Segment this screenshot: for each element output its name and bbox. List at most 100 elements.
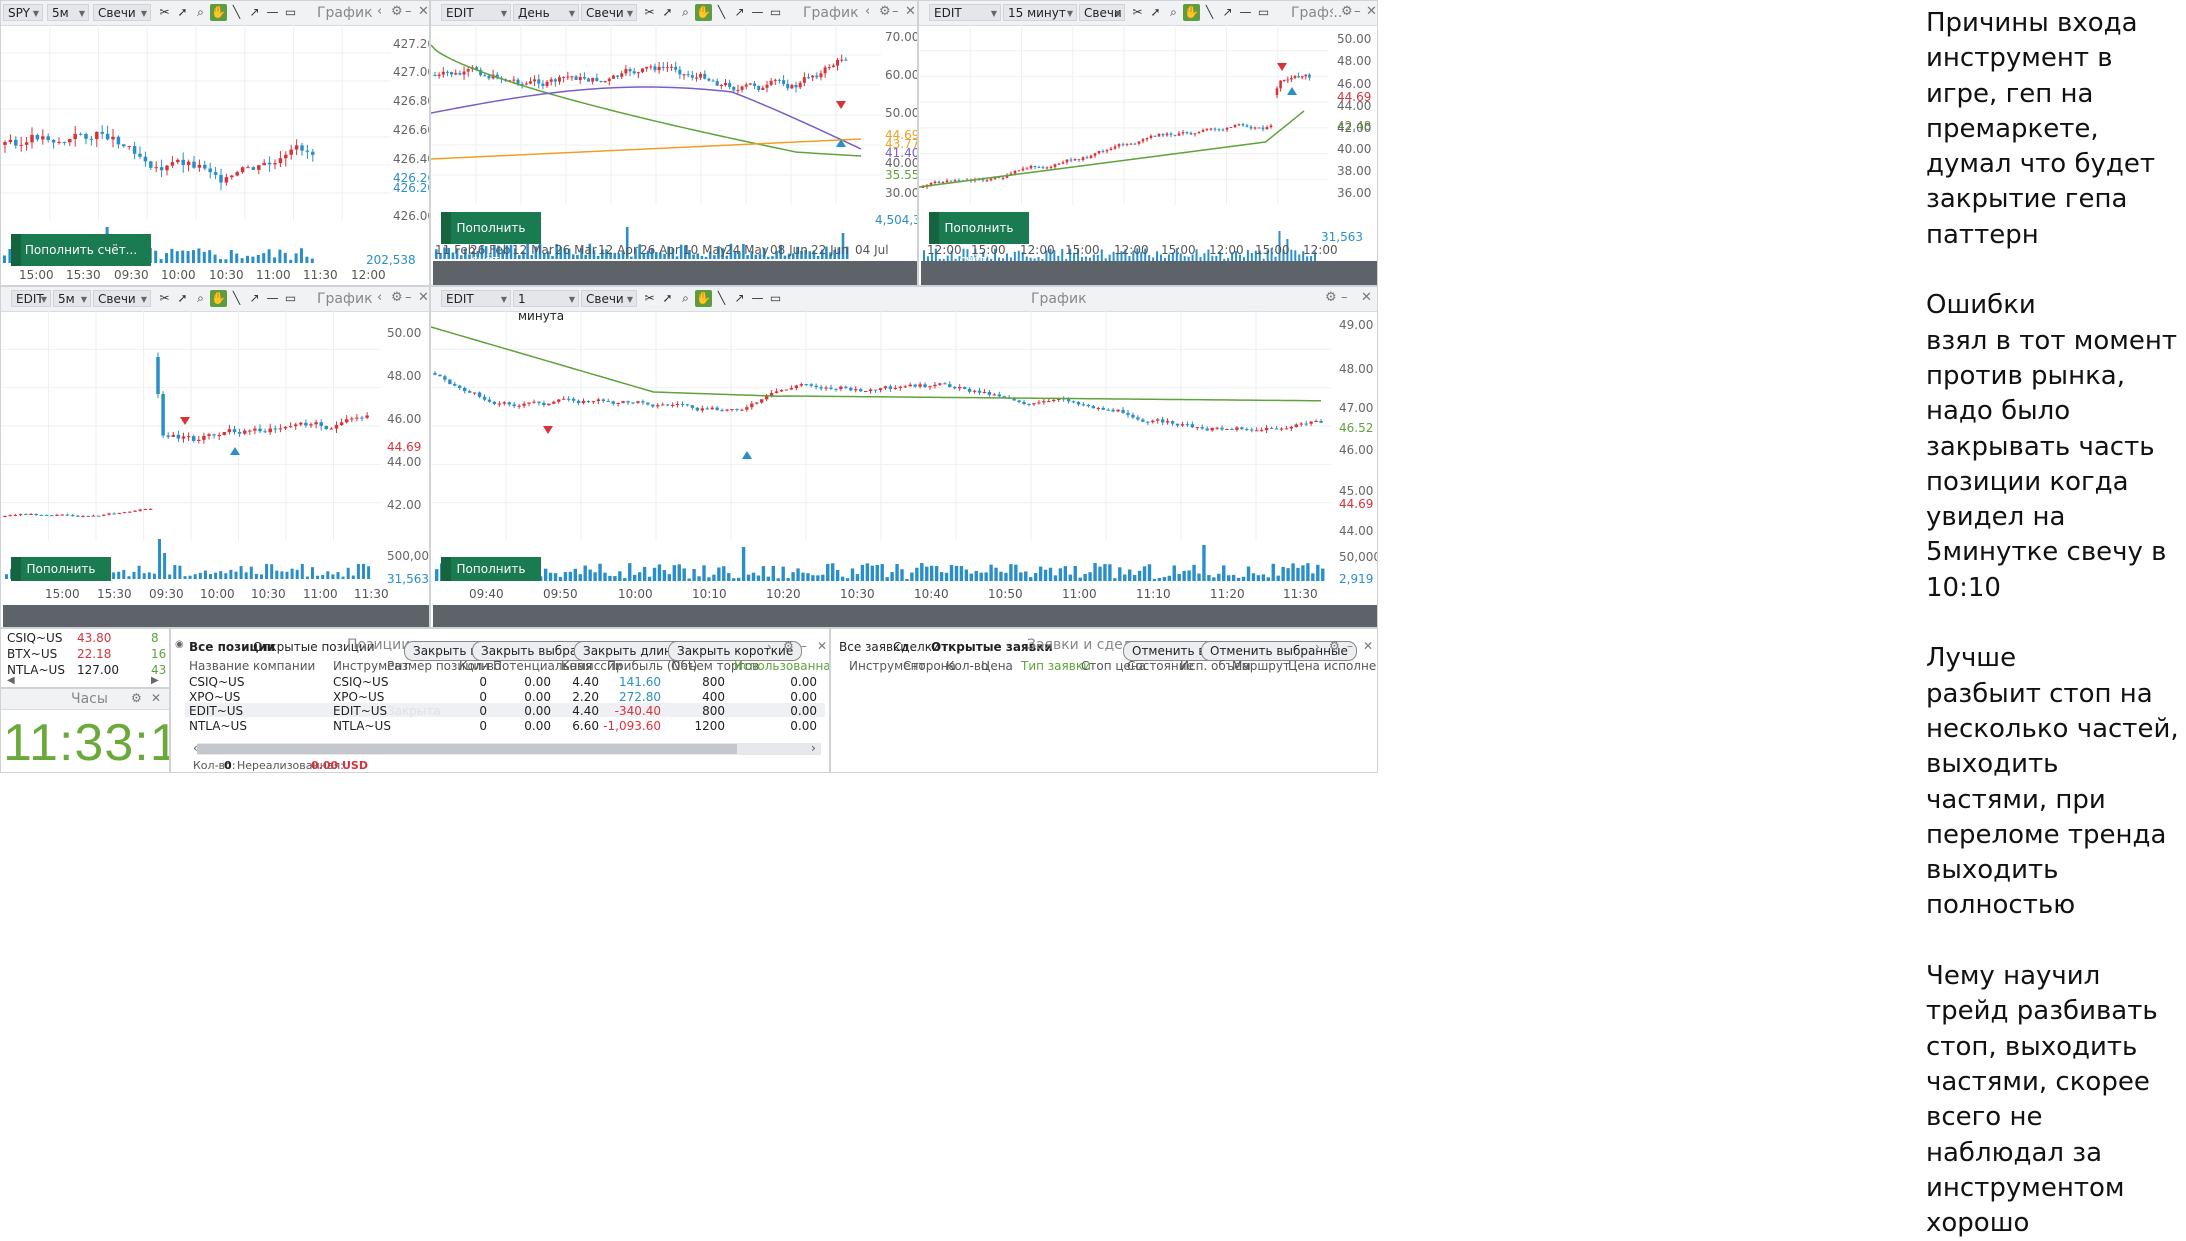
collapse-icon[interactable]: ‹ bbox=[1329, 4, 1335, 19]
arrow-tool-icon[interactable]: ↗ bbox=[1222, 5, 1233, 19]
navigator-scrollbar[interactable] bbox=[3, 605, 429, 627]
col-header[interactable]: Стоп цена bbox=[1081, 659, 1147, 673]
gear-icon[interactable]: ⚙ bbox=[391, 4, 403, 19]
chart-type-select[interactable]: Свечи ▼ bbox=[581, 290, 637, 307]
deposit-button[interactable]: Пополнить счёт... bbox=[441, 212, 541, 267]
zoom-icon[interactable]: ⌕ bbox=[682, 291, 689, 305]
hand-icon[interactable]: ✋ bbox=[210, 4, 227, 21]
line-tool-icon[interactable]: ╲ bbox=[717, 5, 726, 19]
close-icon[interactable]: ✕ bbox=[1363, 639, 1374, 653]
more-icon[interactable]: › bbox=[1315, 640, 1320, 654]
rect-tool-icon[interactable]: ▭ bbox=[769, 5, 782, 19]
line-tool-icon[interactable]: ╲ bbox=[1205, 5, 1214, 19]
gear-icon[interactable]: ⚙ bbox=[879, 4, 891, 19]
cursor-icon[interactable]: ➚ bbox=[662, 291, 673, 305]
tab-open-orders[interactable]: Открытые заявки bbox=[931, 640, 1053, 654]
close-icon[interactable]: ✕ bbox=[151, 691, 162, 705]
more-icon[interactable]: › bbox=[767, 640, 772, 654]
col-header[interactable]: Состояние bbox=[1127, 659, 1194, 673]
deposit-button[interactable]: Пополнить счёт... bbox=[11, 234, 151, 266]
symbol-select[interactable]: EDIT ▼ bbox=[11, 290, 51, 307]
hline-tool-icon[interactable]: — bbox=[751, 291, 764, 305]
scroll-right-icon[interactable]: ▶ bbox=[151, 675, 159, 686]
scroll-left-icon[interactable]: ‹ bbox=[193, 741, 198, 755]
arrow-tool-icon[interactable]: ↗ bbox=[249, 291, 260, 305]
zoom-icon[interactable]: ⌕ bbox=[1170, 5, 1177, 19]
table-row-selected[interactable] bbox=[185, 703, 825, 717]
chart-type-select[interactable]: Свечи ▼ bbox=[581, 4, 637, 21]
gear-icon[interactable]: ⚙ bbox=[1329, 639, 1340, 653]
hand-icon[interactable]: ✋ bbox=[210, 290, 227, 307]
col-header[interactable]: Название компании bbox=[189, 659, 316, 673]
deposit-button[interactable]: Пополнить счёт... bbox=[441, 557, 541, 600]
hline-tool-icon[interactable]: — bbox=[266, 5, 279, 19]
panel-pin-icon[interactable]: ◉ bbox=[175, 639, 184, 650]
chart-type-select[interactable]: Свечи ▼ bbox=[93, 4, 151, 21]
minimize-icon[interactable]: – bbox=[801, 639, 807, 653]
minimize-icon[interactable]: – bbox=[1347, 639, 1353, 653]
timeframe-select[interactable]: 15 минут ▼ bbox=[1003, 4, 1077, 21]
horizontal-scrollbar[interactable] bbox=[197, 743, 821, 755]
collapse-icon[interactable]: ‹ bbox=[865, 4, 871, 19]
col-header[interactable]: Кол-во bbox=[946, 659, 989, 673]
deposit-button[interactable]: Пополнить счёт... bbox=[11, 557, 111, 600]
gear-icon[interactable]: ⚙ bbox=[1325, 290, 1337, 305]
col-header[interactable]: Исп. объем bbox=[1180, 659, 1251, 673]
close-icon[interactable]: ✕ bbox=[1366, 4, 1377, 19]
col-header[interactable]: Цена bbox=[981, 659, 1013, 673]
gear-icon[interactable]: ⚙ bbox=[783, 639, 794, 653]
cancel-selected-button[interactable]: Отменить выбранные bbox=[1201, 641, 1357, 661]
cursor-icon[interactable]: ➚ bbox=[177, 291, 188, 305]
col-header[interactable]: Прибыль (Net) bbox=[607, 659, 698, 673]
watchlist-symbol[interactable]: NTLA~US bbox=[7, 663, 65, 677]
scrollbar-thumb[interactable] bbox=[197, 744, 737, 754]
scroll-right-icon[interactable]: › bbox=[811, 741, 816, 755]
close-icon[interactable]: ✕ bbox=[817, 639, 828, 653]
close-icon[interactable]: ✕ bbox=[1361, 290, 1372, 305]
gear-icon[interactable]: ⚙ bbox=[391, 290, 403, 305]
navigator-scrollbar[interactable] bbox=[433, 261, 917, 285]
line-tool-icon[interactable]: ╲ bbox=[232, 5, 241, 19]
col-header[interactable]: Тип заявки bbox=[1021, 659, 1091, 673]
col-header[interactable]: Размер позиции bbox=[387, 659, 489, 673]
collapse-icon[interactable]: ‹ bbox=[377, 4, 383, 19]
close-icon[interactable]: ✕ bbox=[418, 4, 429, 19]
minimize-icon[interactable]: – bbox=[1341, 290, 1348, 305]
timeframe-select[interactable]: 5м ▼ bbox=[47, 4, 89, 21]
zoom-icon[interactable]: ⌕ bbox=[197, 291, 204, 305]
cursor-icon[interactable]: ➚ bbox=[1150, 5, 1161, 19]
minimize-icon[interactable]: – bbox=[1354, 4, 1361, 19]
timeframe-select[interactable]: День ▼ bbox=[513, 4, 579, 21]
cursor-icon[interactable]: ➚ bbox=[662, 5, 673, 19]
col-header[interactable]: Сторона bbox=[903, 659, 956, 673]
tab-open-positions[interactable]: Открытые позиции bbox=[253, 640, 375, 654]
scroll-left-icon[interactable]: ◀ bbox=[7, 675, 15, 686]
zoom-icon[interactable]: ⌕ bbox=[197, 5, 204, 19]
arrow-tool-icon[interactable]: ↗ bbox=[249, 5, 260, 19]
crosshair-icon[interactable]: ✂ bbox=[159, 291, 170, 305]
symbol-select[interactable]: SPY ▼ bbox=[3, 4, 43, 21]
gear-icon[interactable]: ⚙ bbox=[1341, 4, 1353, 19]
crosshair-icon[interactable]: ✂ bbox=[644, 291, 655, 305]
minimize-icon[interactable]: – bbox=[892, 4, 899, 19]
col-header[interactable]: Инструмент bbox=[333, 659, 410, 673]
hand-icon[interactable]: ✋ bbox=[695, 290, 712, 307]
symbol-select[interactable]: EDIT ▼ bbox=[929, 4, 1001, 21]
minimize-icon[interactable]: – bbox=[405, 290, 412, 305]
col-header[interactable]: Объем торгов bbox=[671, 659, 760, 673]
navigator-scrollbar[interactable] bbox=[921, 261, 1377, 285]
col-header[interactable]: Использованная ПС bbox=[734, 659, 830, 673]
hline-tool-icon[interactable]: — bbox=[1239, 5, 1252, 19]
arrow-tool-icon[interactable]: ↗ bbox=[734, 291, 745, 305]
line-tool-icon[interactable]: ╲ bbox=[717, 291, 726, 305]
chart-type-select[interactable]: Свечи ▼ bbox=[93, 290, 151, 307]
close-short-button[interactable]: Закрыть короткие bbox=[668, 641, 803, 661]
arrow-tool-icon[interactable]: ↗ bbox=[734, 5, 745, 19]
hline-tool-icon[interactable]: — bbox=[266, 291, 279, 305]
minimize-icon[interactable]: – bbox=[405, 4, 412, 19]
tab-all-positions[interactable]: Все позиции bbox=[189, 640, 276, 654]
tab-all-orders[interactable]: Все заявки bbox=[839, 640, 909, 654]
crosshair-icon[interactable]: ✂ bbox=[644, 5, 655, 19]
close-icon[interactable]: ✕ bbox=[905, 4, 916, 19]
timeframe-select[interactable]: 1 минута ▼ bbox=[513, 290, 579, 323]
